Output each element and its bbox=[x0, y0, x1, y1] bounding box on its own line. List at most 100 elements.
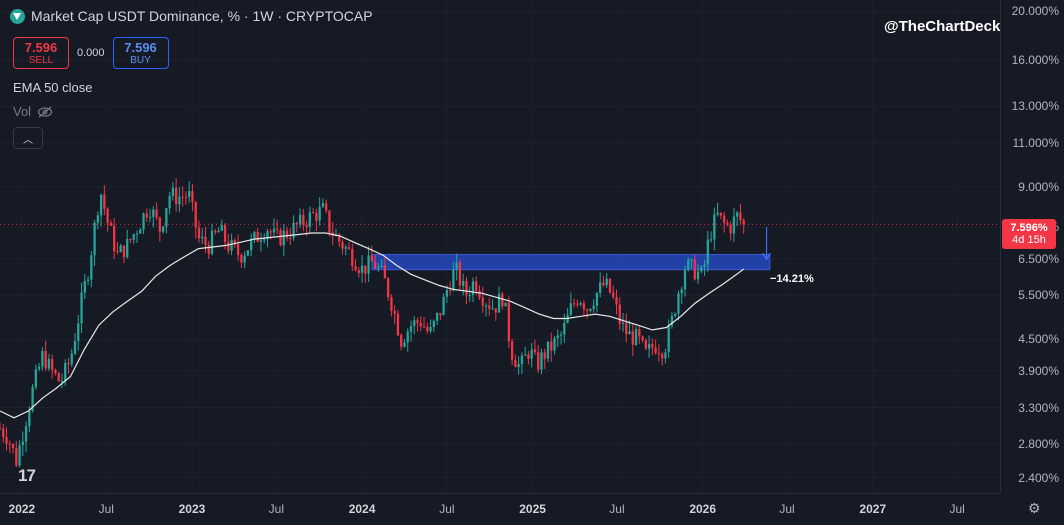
candle-body bbox=[295, 222, 298, 225]
x-tick-label: Jul bbox=[779, 502, 795, 516]
y-tick-label: 20.000% bbox=[1011, 4, 1059, 19]
candle-body bbox=[0, 428, 2, 430]
collapse-legend-button[interactable]: ︿ bbox=[13, 127, 43, 149]
eye-off-icon[interactable] bbox=[37, 106, 53, 118]
candle-body bbox=[38, 366, 41, 370]
x-tick-label: Jul bbox=[98, 502, 114, 516]
candle-body bbox=[540, 352, 543, 370]
buy-button[interactable]: 7.596 BUY bbox=[112, 37, 169, 69]
candle-body bbox=[585, 309, 589, 311]
candle-body bbox=[465, 281, 468, 296]
candle-body bbox=[34, 369, 38, 388]
candle-body bbox=[220, 225, 223, 231]
y-tick-label: 4.500% bbox=[1018, 332, 1059, 347]
candle-body bbox=[478, 290, 481, 298]
candle-body bbox=[54, 370, 57, 374]
candle-body bbox=[713, 214, 716, 240]
time-axis[interactable]: 2022 Jul 2023 Jul 2024 Jul 2025 Jul 2026 Jul 2027 J… bbox=[0, 493, 1000, 525]
candle-body bbox=[416, 320, 419, 323]
candle-body bbox=[161, 226, 165, 232]
candle-body bbox=[243, 255, 246, 263]
support-zone bbox=[371, 254, 771, 271]
candle-body bbox=[739, 212, 742, 221]
candle-body bbox=[250, 238, 253, 251]
candle-body bbox=[24, 426, 28, 442]
candle-body bbox=[305, 224, 308, 227]
volume-indicator[interactable]: Vol bbox=[13, 104, 53, 119]
candle-body bbox=[595, 292, 599, 306]
candle-body bbox=[517, 364, 520, 367]
candle-body bbox=[387, 278, 390, 298]
candle-body bbox=[11, 444, 15, 449]
candle-body bbox=[703, 264, 706, 268]
candle-body bbox=[550, 341, 553, 351]
last-price-value: 7.596% bbox=[1010, 222, 1048, 234]
candle-body bbox=[80, 292, 83, 324]
candle-body bbox=[651, 344, 654, 348]
usdt-logo-icon bbox=[10, 8, 25, 24]
candle-body bbox=[47, 358, 51, 369]
candle-body bbox=[657, 353, 661, 355]
candle-body bbox=[57, 373, 60, 382]
candle-body bbox=[103, 194, 106, 209]
candle-body bbox=[2, 428, 5, 437]
candle-body bbox=[409, 326, 413, 332]
candle-body bbox=[661, 354, 664, 359]
gear-icon[interactable]: ⚙ bbox=[1028, 500, 1041, 516]
candle-body bbox=[393, 310, 396, 314]
x-tick-label: Jul bbox=[268, 502, 284, 516]
candle-body bbox=[135, 233, 139, 235]
candle-body bbox=[621, 322, 625, 324]
y-tick-label: 16.000% bbox=[1011, 53, 1059, 68]
candle-body bbox=[152, 209, 155, 217]
candle-body bbox=[475, 281, 478, 291]
candle-body bbox=[148, 216, 152, 218]
candle-body bbox=[602, 282, 605, 286]
candle-body bbox=[325, 203, 328, 211]
candle-body bbox=[514, 359, 517, 367]
buy-label: BUY bbox=[130, 55, 151, 66]
candle-body bbox=[302, 214, 305, 225]
chart-area[interactable] bbox=[0, 0, 1000, 493]
chart-plot[interactable] bbox=[0, 0, 1000, 493]
candle-body bbox=[700, 267, 703, 272]
ema-indicator-label[interactable]: EMA 50 close bbox=[13, 80, 93, 95]
candle-body bbox=[644, 340, 647, 349]
candle-body bbox=[357, 270, 360, 273]
candle-body bbox=[618, 304, 621, 324]
candle-body bbox=[168, 195, 171, 209]
candle-body bbox=[328, 210, 331, 233]
target-annotation: −14.21% bbox=[770, 273, 814, 285]
tradingview-logo[interactable]: 17 bbox=[18, 466, 36, 485]
candle-body bbox=[726, 222, 729, 225]
candle-body bbox=[360, 265, 364, 273]
candle-body bbox=[680, 289, 683, 294]
sell-button[interactable]: 7.596 SELL bbox=[13, 37, 69, 69]
candle-body bbox=[553, 338, 556, 351]
candle-body bbox=[592, 305, 595, 310]
candle-body bbox=[520, 355, 524, 365]
candle-body bbox=[113, 225, 116, 252]
candle-body bbox=[272, 228, 276, 233]
candle-body bbox=[481, 297, 484, 306]
candle-body bbox=[233, 240, 236, 245]
candle-body bbox=[70, 353, 73, 365]
candle-body bbox=[497, 293, 501, 313]
candle-body bbox=[716, 212, 719, 215]
x-tick-label: Jul bbox=[949, 502, 965, 516]
y-tick-label: 11.000% bbox=[1012, 135, 1059, 150]
candle-body bbox=[435, 312, 439, 321]
candle-body bbox=[364, 265, 367, 274]
candle-body bbox=[67, 362, 70, 365]
candle-body bbox=[683, 270, 687, 290]
candle-body bbox=[576, 303, 579, 305]
candle-body bbox=[732, 216, 736, 234]
symbol-title[interactable]: Market Cap USDT Dominance, % · 1W · CRYP… bbox=[31, 8, 373, 24]
candle-body bbox=[132, 234, 135, 240]
candle-body bbox=[612, 292, 615, 298]
candle-body bbox=[64, 362, 67, 381]
vol-label: Vol bbox=[13, 104, 32, 119]
candle-body bbox=[315, 212, 318, 221]
candle-body bbox=[106, 208, 109, 223]
candle-body bbox=[41, 350, 44, 367]
